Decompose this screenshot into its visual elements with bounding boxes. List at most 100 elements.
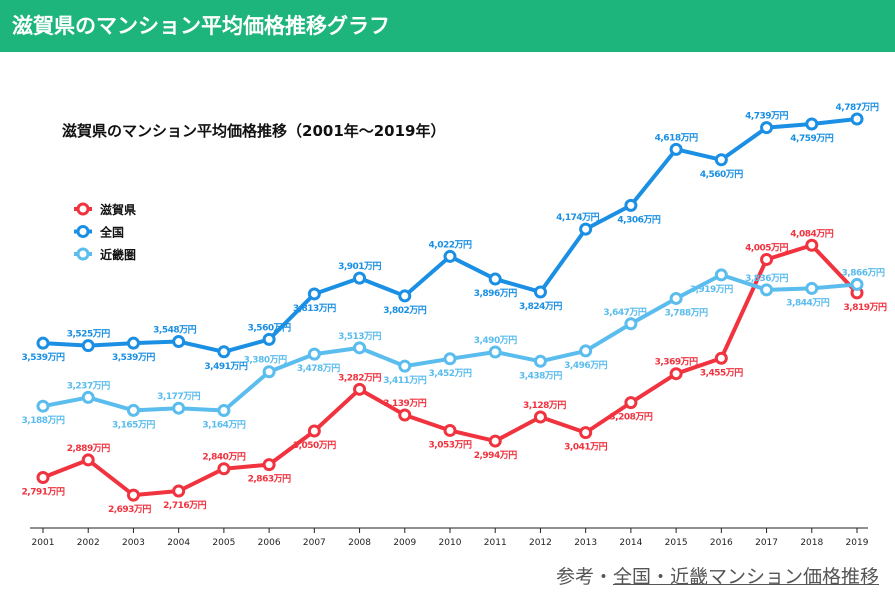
data-label: 3,282万円 [338,372,381,383]
data-point [624,198,638,212]
data-label: 4,306万円 [617,214,660,225]
x-tick-label: 2008 [348,538,371,548]
data-label: 3,539万円 [112,352,155,363]
data-point [126,403,140,417]
data-point [262,332,276,346]
x-tick-label: 2010 [439,538,462,548]
data-point [805,281,819,295]
legend-label: 全国 [99,225,124,240]
data-label: 3,539万円 [22,352,65,363]
data-point [307,287,321,301]
data-point [126,488,140,502]
data-point [398,408,412,422]
data-label: 3,478万円 [297,363,340,374]
x-tick-label: 2019 [846,538,869,548]
legend-label: 滋賀県 [100,202,136,217]
data-point [353,341,367,355]
x-tick-label: 2018 [800,538,823,548]
data-label: 3,919万円 [690,284,733,295]
series-2: 3,188万円 3,237万円 3,165万円 3,177万円 3,164万円 3,380… [22,267,886,431]
data-label: 4,739万円 [745,111,788,122]
data-point [805,117,819,131]
data-label: 3,188万円 [22,415,65,426]
x-tick-label: 2015 [665,538,688,548]
data-point [353,382,367,396]
data-point [579,344,593,358]
data-label: 3,513万円 [338,331,381,342]
data-point [579,426,593,440]
data-label: 2,889万円 [67,443,110,454]
x-tick-label: 2012 [529,538,552,548]
series-line [42,117,858,354]
data-label: 3,788万円 [665,307,708,318]
data-point [714,268,728,282]
legend-swatch-marker [76,225,90,238]
data-label: 3,647万円 [603,307,646,318]
data-point [443,352,457,366]
data-label: 3,819万円 [844,302,887,313]
data-label: 3,139万円 [383,398,426,409]
data-point [669,291,683,305]
data-label: 2,791万円 [22,487,65,498]
x-tick-label: 2017 [755,538,778,548]
data-label: 3,452万円 [429,368,472,379]
data-label: 3,053万円 [429,439,472,450]
data-point [669,367,683,381]
source-note: 参考・全国・近畿マンション価格推移 [556,562,879,589]
data-label: 3,050万円 [293,440,336,451]
source-link[interactable]: 全国・近畿マンション価格推移 [612,566,879,588]
data-point [81,339,95,353]
series-1: 3,539万円 3,525万円 3,539万円 3,548万円 3,491万円 3,560… [22,102,880,372]
data-label: 4,174万円 [556,212,599,223]
legend-swatch-marker [76,202,90,216]
data-point [353,271,367,285]
data-label: 2,994万円 [474,450,517,461]
data-point [488,345,502,359]
x-tick-label: 2003 [122,538,145,548]
x-tick-label: 2014 [619,538,642,548]
data-label: 4,084万円 [790,228,833,239]
x-tick-label: 2004 [167,538,190,548]
series-0: 2,791万円 2,889万円 2,693万円 2,716万円 2,840万円2,863… [22,228,888,515]
data-point [760,252,774,266]
data-point [805,238,819,252]
data-label: 3,411万円 [383,375,426,386]
chart-title: 滋賀県のマンション平均価格推移（2001年〜2019年） [62,122,446,140]
page-header: 滋賀県のマンション平均価格推移グラフ [0,0,895,52]
data-point [36,399,50,413]
x-tick-label: 2016 [710,538,733,548]
data-label: 3,128万円 [523,400,566,411]
data-point [81,390,95,404]
data-label: 4,005万円 [745,242,788,253]
data-point [714,351,728,365]
data-point [126,336,140,350]
data-point [760,283,774,297]
data-label: 3,164万円 [202,420,245,431]
data-label: 3,491万円 [204,361,247,372]
data-point [624,396,638,410]
data-point [533,410,547,424]
data-point [217,462,231,476]
data-point [669,142,683,156]
data-point [172,484,186,498]
data-point [307,347,321,361]
data-label: 3,369万円 [655,357,698,368]
x-tick-label: 2013 [574,538,597,548]
data-label: 3,866万円 [842,267,885,278]
data-label: 3,455万円 [700,367,743,378]
data-point [36,471,50,485]
data-point [398,289,412,303]
legend-label: 近畿圏 [100,247,136,262]
data-point [172,335,186,349]
data-label: 3,380万円 [244,355,287,366]
x-tick-label: 2007 [303,538,326,548]
data-label: 4,022万円 [429,239,472,250]
data-point [714,153,728,167]
data-label: 3,490万円 [474,335,517,346]
data-label: 4,618万円 [655,132,698,143]
x-tick-label: 2001 [32,538,55,548]
data-point [217,345,231,359]
x-tick-label: 2005 [212,538,235,548]
data-point [579,222,593,236]
